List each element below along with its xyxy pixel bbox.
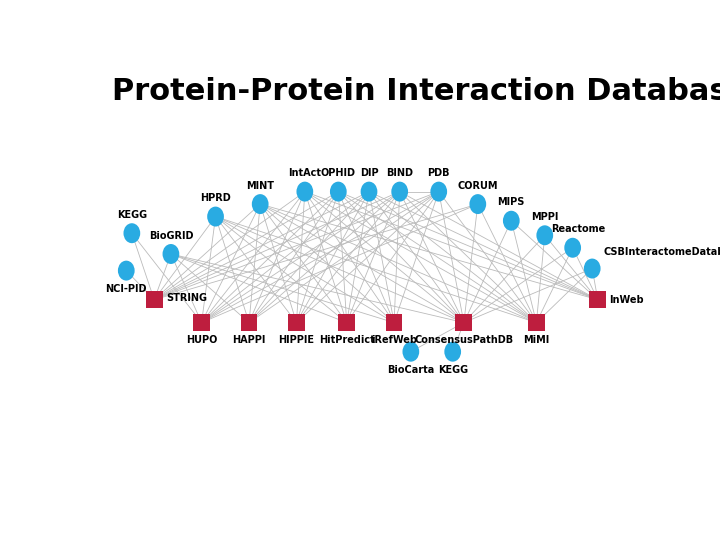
Text: MiMI: MiMI [523,335,549,345]
FancyBboxPatch shape [288,314,305,332]
Text: MINT: MINT [246,181,274,191]
Ellipse shape [118,261,135,281]
FancyBboxPatch shape [193,314,210,332]
FancyBboxPatch shape [240,314,258,332]
Text: BioGRID: BioGRID [148,231,193,241]
Text: CORUM: CORUM [458,181,498,191]
Ellipse shape [584,259,600,279]
Ellipse shape [536,225,553,245]
Text: HPRD: HPRD [200,193,231,203]
Ellipse shape [469,194,486,214]
Text: OPHID: OPHID [321,168,356,178]
Text: HIPPIE: HIPPIE [279,335,315,345]
FancyBboxPatch shape [386,314,402,332]
Text: MIPS: MIPS [498,198,525,207]
Ellipse shape [330,181,347,201]
Ellipse shape [252,194,269,214]
Text: STRING: STRING [166,293,207,302]
Text: HUPO: HUPO [186,335,217,345]
Text: MPPI: MPPI [531,212,559,222]
Text: DIP: DIP [360,168,378,178]
Text: PDB: PDB [428,168,450,178]
Ellipse shape [207,207,224,227]
Ellipse shape [392,181,408,201]
Ellipse shape [163,244,179,264]
Ellipse shape [297,181,313,201]
FancyBboxPatch shape [528,314,545,332]
Text: STRING: STRING [0,539,1,540]
Ellipse shape [431,181,447,201]
Text: iRefWeb: iRefWeb [371,335,417,345]
Text: InWeb: InWeb [609,295,644,305]
Ellipse shape [402,342,419,362]
Text: HitPredict: HitPredict [319,335,374,345]
Ellipse shape [503,211,520,231]
Text: KEGG: KEGG [117,210,147,220]
Text: NCI-PID: NCI-PID [106,284,147,294]
FancyBboxPatch shape [590,291,606,308]
Text: KEGG: KEGG [438,365,468,375]
Text: BioCarta: BioCarta [387,365,434,375]
Text: HAPPI: HAPPI [233,335,266,345]
FancyBboxPatch shape [338,314,355,332]
Ellipse shape [444,342,461,362]
Ellipse shape [124,223,140,243]
FancyBboxPatch shape [145,291,163,308]
Text: IntAct: IntAct [288,168,321,178]
Text: ConsensusPathDB: ConsensusPathDB [414,335,513,345]
Ellipse shape [361,181,377,201]
FancyBboxPatch shape [456,314,472,332]
Ellipse shape [564,238,581,258]
Text: Reactome: Reactome [551,225,606,234]
Text: Protein-Protein Interaction Databases: Protein-Protein Interaction Databases [112,77,720,106]
Text: BIND: BIND [386,168,413,178]
Text: CSBInteractomeDatabase: CSBInteractomeDatabase [603,247,720,257]
